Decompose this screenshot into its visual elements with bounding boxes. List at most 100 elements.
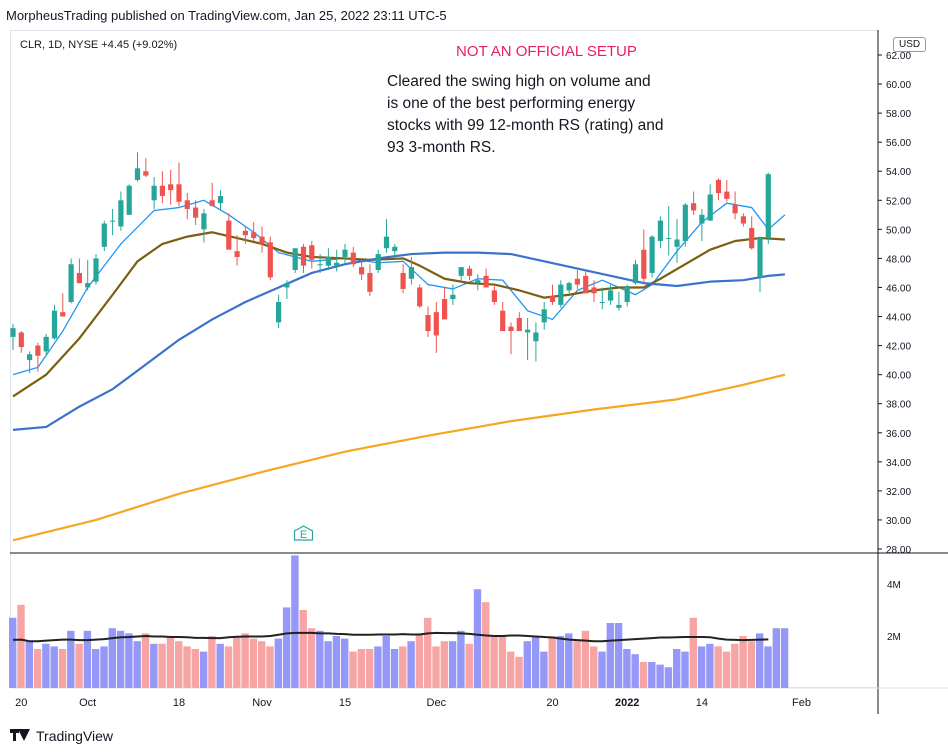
candle-body: [442, 299, 448, 320]
volume-bar: [233, 636, 241, 688]
volume-bar: [673, 649, 681, 688]
time-tick-label: 2022: [615, 697, 639, 709]
candle-body: [392, 246, 398, 252]
volume-bar: [357, 649, 365, 688]
volume-bar: [25, 641, 33, 688]
candle-body: [740, 216, 746, 224]
candle-body: [334, 262, 340, 266]
candle-body: [43, 336, 49, 352]
candle-body: [765, 174, 771, 239]
candle-body: [641, 249, 647, 279]
candle-body: [35, 345, 41, 356]
volume-bar: [523, 641, 531, 688]
candle-body: [624, 286, 630, 302]
volume-bar: [739, 636, 747, 688]
candle-body: [425, 315, 431, 332]
time-tick-label: 18: [173, 697, 185, 709]
volume-bar: [92, 649, 100, 688]
currency-button[interactable]: USD: [893, 37, 927, 52]
candle-body: [649, 236, 655, 273]
volume-bar: [681, 651, 689, 688]
volume-bar: [457, 630, 465, 688]
price-tick-label: 62.00: [886, 51, 911, 62]
candle-body: [367, 272, 373, 292]
candle-body: [525, 329, 531, 333]
tradingview-logo-icon: [10, 729, 30, 743]
time-tick-label: Oct: [79, 697, 96, 709]
earnings-marker-icon[interactable]: E: [293, 525, 314, 541]
earnings-badge-shape: [293, 525, 314, 541]
volume-bar: [490, 636, 498, 688]
candle-body: [500, 310, 506, 332]
volume-bar: [648, 662, 656, 688]
candle-body: [317, 264, 323, 266]
volume-bar: [598, 651, 606, 688]
candle-body: [27, 354, 33, 361]
volume-bar: [324, 641, 332, 688]
candle-body: [118, 200, 124, 227]
volume-bar: [656, 664, 664, 688]
candle-body: [691, 203, 697, 211]
price-tick-label: 30.00: [886, 516, 911, 527]
candle-body: [101, 223, 107, 247]
volume-bar: [199, 651, 208, 688]
candle-body: [68, 264, 74, 302]
candle-body: [93, 258, 99, 282]
candle-body: [475, 280, 481, 284]
volume-bar: [224, 646, 233, 688]
candle-body: [574, 278, 580, 285]
volume-bar: [266, 646, 274, 688]
volume-bar: [473, 589, 482, 688]
moving-average-line: [12, 373, 786, 542]
volume-bar: [507, 651, 515, 688]
candle-body: [325, 256, 331, 266]
candle-body: [749, 227, 755, 249]
volume-bar: [166, 636, 175, 688]
candle-body: [168, 184, 174, 191]
volume-bar: [780, 628, 789, 688]
note-title: NOT AN OFFICIAL SETUP: [456, 43, 637, 60]
candle-body: [51, 310, 58, 339]
candle-body: [632, 264, 639, 284]
volume-bar: [540, 651, 548, 688]
time-tick-label: 20: [546, 697, 558, 709]
volume-bar: [764, 646, 772, 688]
candle-body: [491, 290, 497, 302]
candle-body: [549, 296, 556, 302]
volume-bar: [756, 633, 764, 688]
volume-bar: [581, 630, 590, 688]
symbol-legend: CLR, 1D, NYSE +4.45 (+9.02%): [20, 39, 178, 51]
candle-body: [566, 283, 572, 291]
volume-bar: [274, 638, 282, 688]
price-tick-label: 46.00: [886, 283, 911, 294]
price-tick-label: 40.00: [886, 371, 911, 382]
volume-bar: [382, 636, 390, 688]
candle-body: [657, 220, 663, 241]
time-tick-label: Feb: [792, 697, 811, 709]
candle-body: [616, 304, 622, 308]
candle-body: [599, 302, 605, 303]
volume-bar: [689, 617, 697, 688]
candle-body: [591, 287, 597, 294]
volume-bar: [606, 623, 614, 688]
volume-bar: [17, 604, 25, 688]
volume-bar: [556, 636, 565, 688]
candle-body: [408, 267, 414, 279]
volume-bar: [150, 643, 158, 688]
candle-body: [375, 254, 381, 271]
volume-bar: [448, 641, 457, 688]
volume-bar: [108, 628, 116, 688]
candle-body: [159, 185, 165, 196]
candle-body: [666, 238, 672, 240]
moving-average-line: [12, 251, 785, 431]
candle-body: [558, 284, 564, 305]
candle-body: [201, 213, 207, 230]
volume-bar: [498, 636, 507, 688]
candle-body: [350, 252, 356, 265]
volume-bar: [183, 646, 191, 688]
price-tick-label: 60.00: [886, 80, 911, 91]
candle-body: [342, 249, 348, 257]
candle-body: [176, 184, 182, 202]
footer: TradingView: [10, 728, 113, 744]
